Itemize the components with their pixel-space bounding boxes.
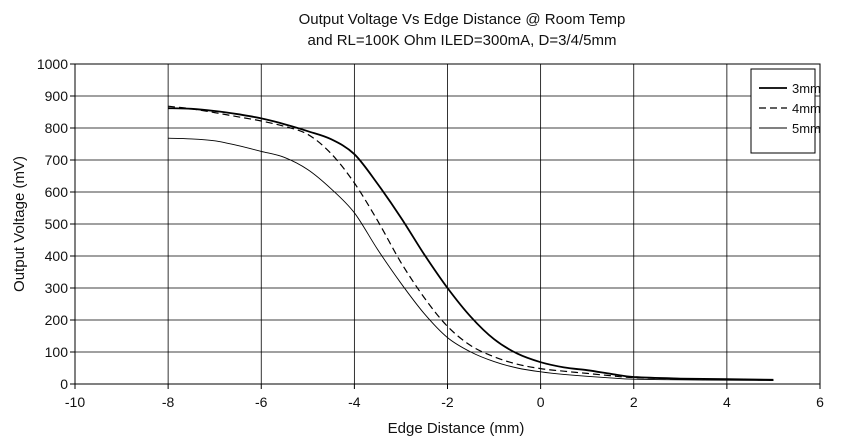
series-group: [168, 105, 774, 381]
y-tick-label: 300: [45, 280, 69, 296]
plot-area-border: [74, 63, 821, 385]
x-tick-label: 0: [537, 394, 545, 410]
y-axis-label: Output Voltage (mV): [11, 156, 28, 292]
x-tick-label: 2: [630, 394, 638, 410]
legend-label-3mm: 3mm: [792, 81, 821, 96]
legend: 3mm 4mm 5mm: [750, 68, 821, 154]
chart-title-line-2: and RL=100K Ohm ILED=300mA, D=3/4/5mm: [308, 32, 617, 49]
legend-label-5mm: 5mm: [792, 121, 821, 136]
x-tick-labels: -10 -8 -6 -4 -2 0 2 4 6: [65, 394, 824, 410]
x-tick-label: -4: [348, 394, 361, 410]
x-tick-label: 6: [816, 394, 824, 410]
y-tick-label: 1000: [37, 56, 68, 72]
y-tick-label: 700: [45, 152, 69, 168]
y-tick-label: 100: [45, 344, 69, 360]
y-tick-label: 200: [45, 312, 69, 328]
y-tick-label: 800: [45, 120, 69, 136]
legend-box: [750, 68, 816, 154]
y-tick-label: 600: [45, 184, 69, 200]
series-line-4mm: [168, 105, 774, 381]
x-tick-label: 4: [723, 394, 731, 410]
series-line-5mm: [168, 137, 774, 381]
series-line-3mm: [168, 107, 774, 381]
y-tick-label: 400: [45, 248, 69, 264]
y-tick-label: 900: [45, 88, 69, 104]
y-tick-labels: 0 100 200 300 400 500 600 700 800 900 1000: [37, 56, 68, 392]
x-axis-label: Edge Distance (mm): [388, 420, 525, 437]
legend-label-4mm: 4mm: [792, 101, 821, 116]
x-tick-label: -6: [255, 394, 268, 410]
x-tick-label: -2: [441, 394, 454, 410]
x-tick-label: -10: [65, 394, 85, 410]
x-tick-label: -8: [162, 394, 175, 410]
y-tick-label: 500: [45, 216, 69, 232]
chart-title-line-1: Output Voltage Vs Edge Distance @ Room T…: [299, 11, 626, 28]
y-tick-label: 0: [60, 376, 68, 392]
